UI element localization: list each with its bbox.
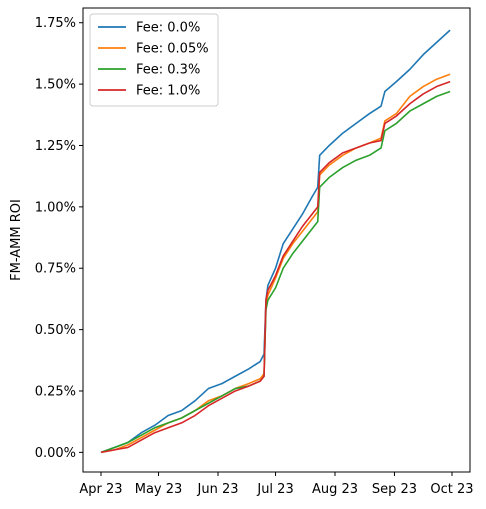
y-tick-label: 1.00% — [35, 200, 76, 215]
legend-box — [89, 13, 219, 107]
y-tick-label: 0.50% — [35, 323, 76, 338]
x-tick-label: Apr 23 — [79, 482, 122, 497]
x-tick-label: Jul 23 — [256, 482, 293, 497]
x-tick-label: Jun 23 — [197, 482, 239, 497]
y-tick-label: 0.00% — [35, 446, 76, 461]
y-axis-label: FM-AMM ROI — [9, 199, 24, 281]
series-layer — [100, 29, 451, 454]
series-line-1 — [100, 29, 451, 454]
x-tick-label: Sep 23 — [372, 482, 417, 497]
x-tick-label: Aug 23 — [312, 482, 358, 497]
plot-frame — [82, 7, 471, 473]
legend-label: Fee: 0.0% — [136, 21, 200, 36]
y-tick-label: 1.50% — [35, 78, 76, 93]
legend: Fee: 0.0% Fee: 0.05% Fee: 0.3% Fee: 1.0% — [89, 13, 219, 107]
x-axis: Apr 23 May 23 Jun 23 Jul 23 Aug 23 Sep 23 Oct … — [79, 472, 474, 497]
x-tick-label: Oct 23 — [430, 482, 473, 497]
y-axis: 0.00% 0.25% 0.50% 0.75% 1.00% 1.25% 1.50% 1.75% — [35, 16, 83, 461]
legend-label: Fee: 1.0% — [136, 84, 200, 99]
y-tick-label: 1.75% — [35, 16, 76, 31]
series-line-4 — [100, 80, 451, 454]
y-tick-label: 0.75% — [35, 262, 76, 277]
y-tick-label: 1.25% — [35, 139, 76, 154]
series-line-3 — [100, 90, 451, 454]
legend-label: Fee: 0.05% — [136, 42, 209, 57]
x-tick-label: May 23 — [135, 482, 183, 497]
legend-label: Fee: 0.3% — [136, 63, 200, 78]
y-tick-label: 0.25% — [35, 384, 76, 399]
